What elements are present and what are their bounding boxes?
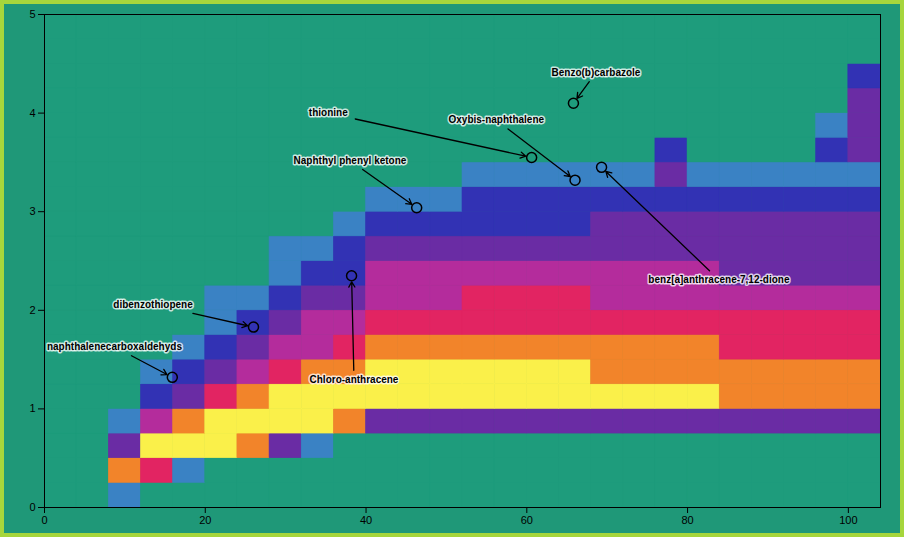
svg-text:0: 0 bbox=[29, 501, 35, 513]
svg-text:100: 100 bbox=[839, 514, 857, 526]
svg-text:thionine: thionine bbox=[309, 107, 348, 118]
svg-text:20: 20 bbox=[199, 514, 211, 526]
svg-text:4: 4 bbox=[29, 107, 35, 119]
svg-text:Chloro-anthracene: Chloro-anthracene bbox=[310, 374, 399, 385]
svg-text:2: 2 bbox=[29, 304, 35, 316]
svg-text:Oxybis-naphthalene: Oxybis-naphthalene bbox=[448, 114, 544, 125]
svg-text:1: 1 bbox=[29, 402, 35, 414]
svg-text:Benzo(b)carbazole: Benzo(b)carbazole bbox=[551, 67, 640, 78]
svg-text:Naphthyl phenyl ketone: Naphthyl phenyl ketone bbox=[294, 155, 407, 166]
svg-text:80: 80 bbox=[681, 514, 693, 526]
svg-text:60: 60 bbox=[521, 514, 533, 526]
svg-text:40: 40 bbox=[360, 514, 372, 526]
svg-text:naphthalenecarboxaldehyds: naphthalenecarboxaldehyds bbox=[47, 341, 182, 352]
svg-text:5: 5 bbox=[29, 8, 35, 20]
svg-text:0: 0 bbox=[41, 514, 47, 526]
svg-text:benz[a]anthracene-7,12-dione: benz[a]anthracene-7,12-dione bbox=[648, 274, 790, 285]
svg-text:dibenzothiopene: dibenzothiopene bbox=[113, 299, 193, 310]
svg-text:3: 3 bbox=[29, 205, 35, 217]
